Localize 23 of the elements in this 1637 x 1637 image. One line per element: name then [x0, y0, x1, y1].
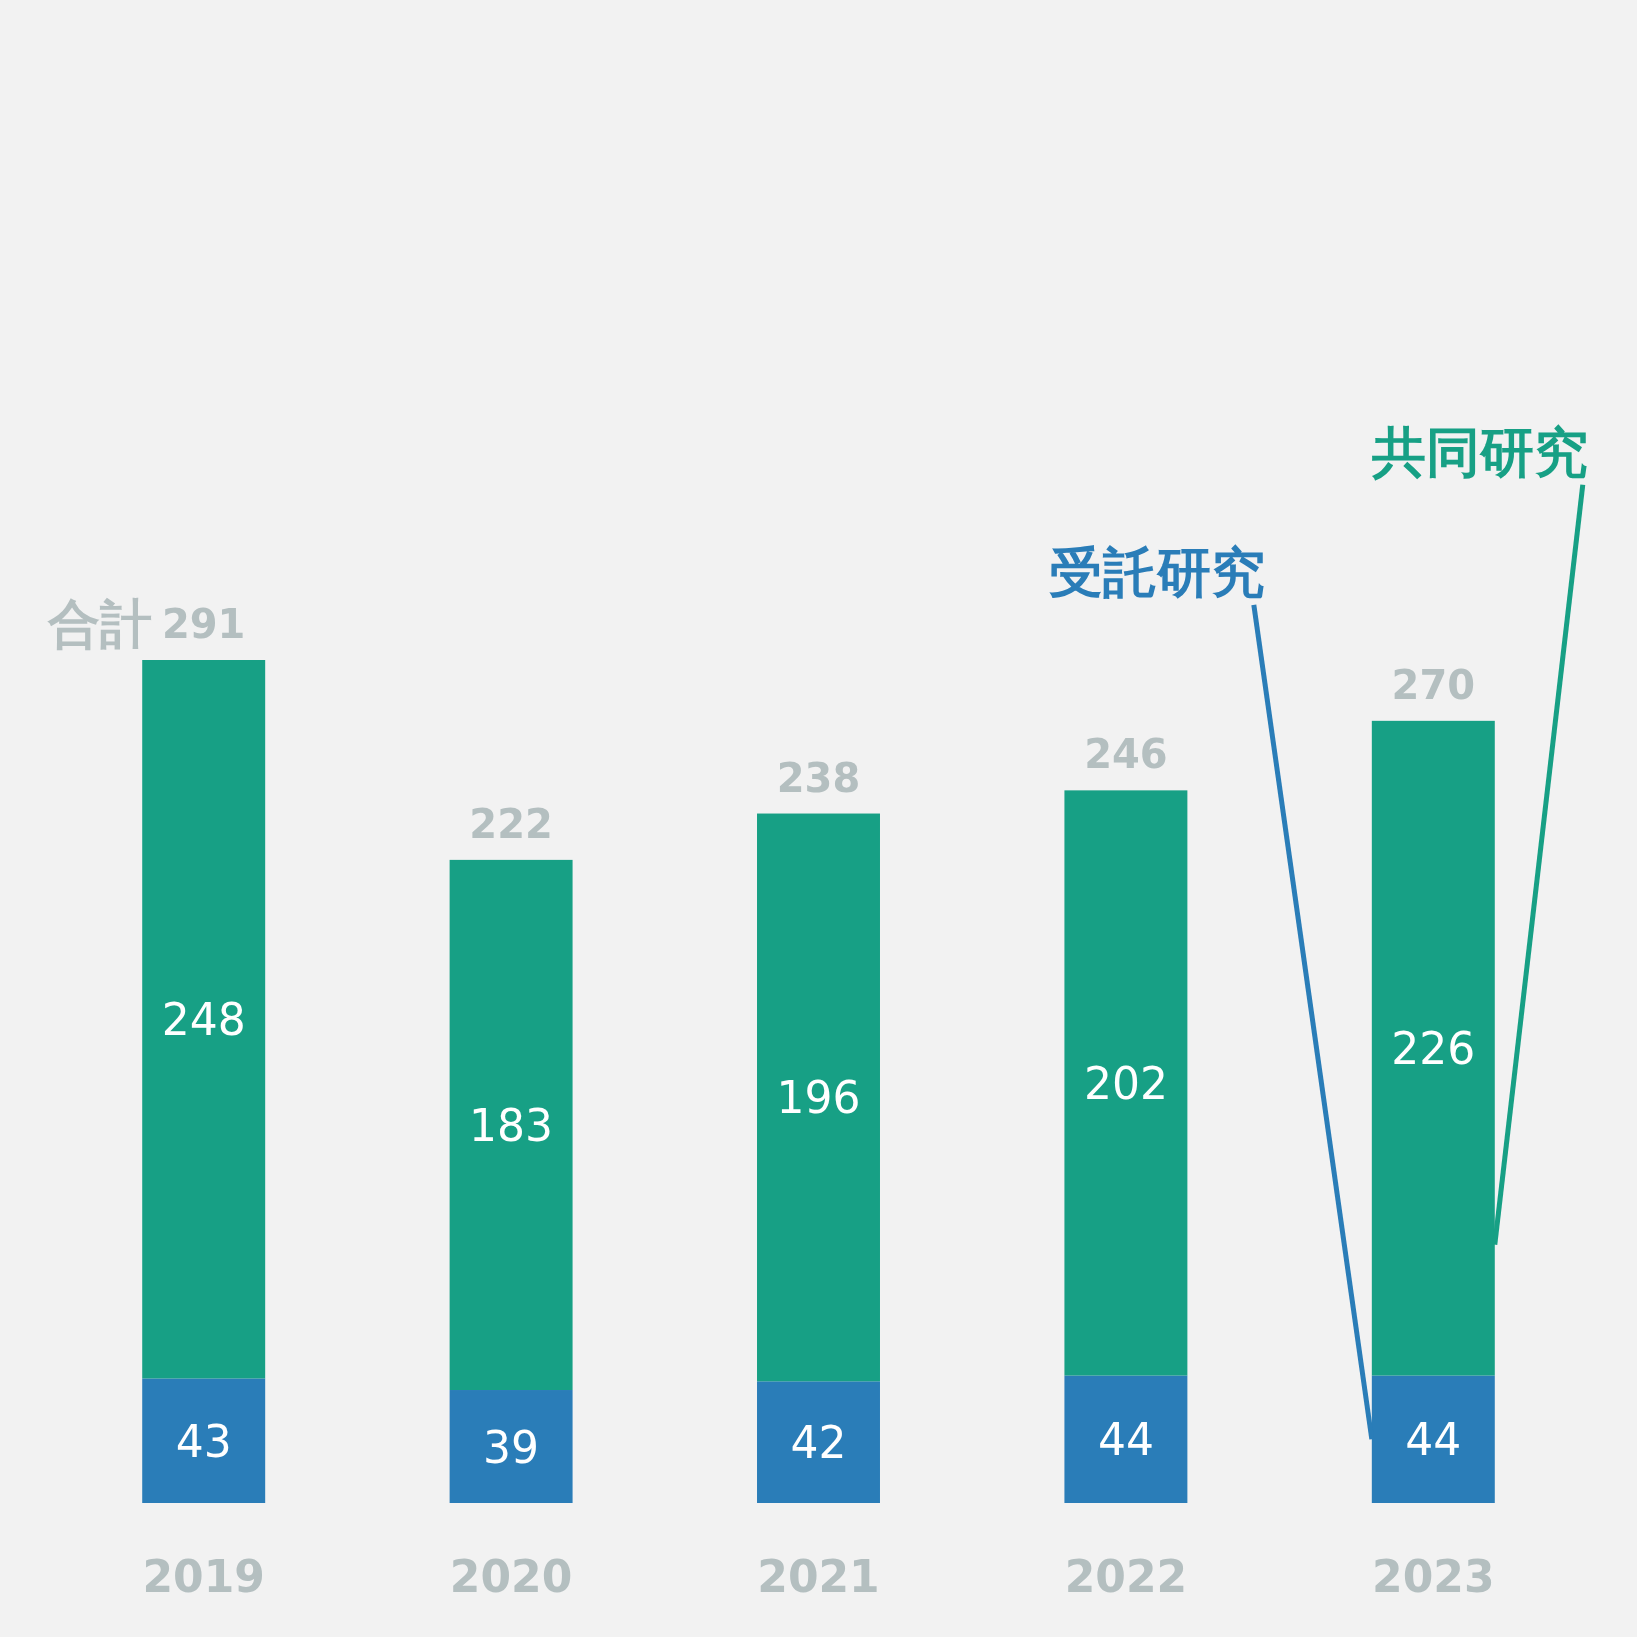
x-tick-label: 2021: [757, 1551, 880, 1602]
data-label: 44: [1405, 1414, 1462, 1466]
x-tick-label: 2020: [449, 1551, 573, 1602]
annotation: 合計: [46, 594, 152, 654]
data-label: 226: [1391, 1023, 1476, 1075]
total-label: 238: [776, 754, 861, 801]
data-label: 248: [161, 994, 246, 1046]
text: 共同研究: [1370, 420, 1588, 484]
data-label: 196: [776, 1072, 861, 1124]
x-tick-label: 2019: [142, 1551, 265, 1602]
total-label: 222: [469, 800, 553, 847]
data-label: 39: [483, 1421, 540, 1473]
total-label: 291: [161, 601, 246, 647]
data-label: 183: [469, 1099, 554, 1151]
data-label: 43: [175, 1415, 232, 1467]
x-tick-label: 2023: [1372, 1551, 1495, 1602]
total-label: 270: [1391, 661, 1476, 708]
total-label: 246: [1084, 731, 1168, 778]
text: 受託研究: [1048, 540, 1265, 604]
data-label: 202: [1083, 1057, 1168, 1109]
data-label: 42: [790, 1417, 847, 1469]
x-tick-label: 2022: [1064, 1551, 1188, 1602]
data-label: 44: [1097, 1414, 1154, 1466]
